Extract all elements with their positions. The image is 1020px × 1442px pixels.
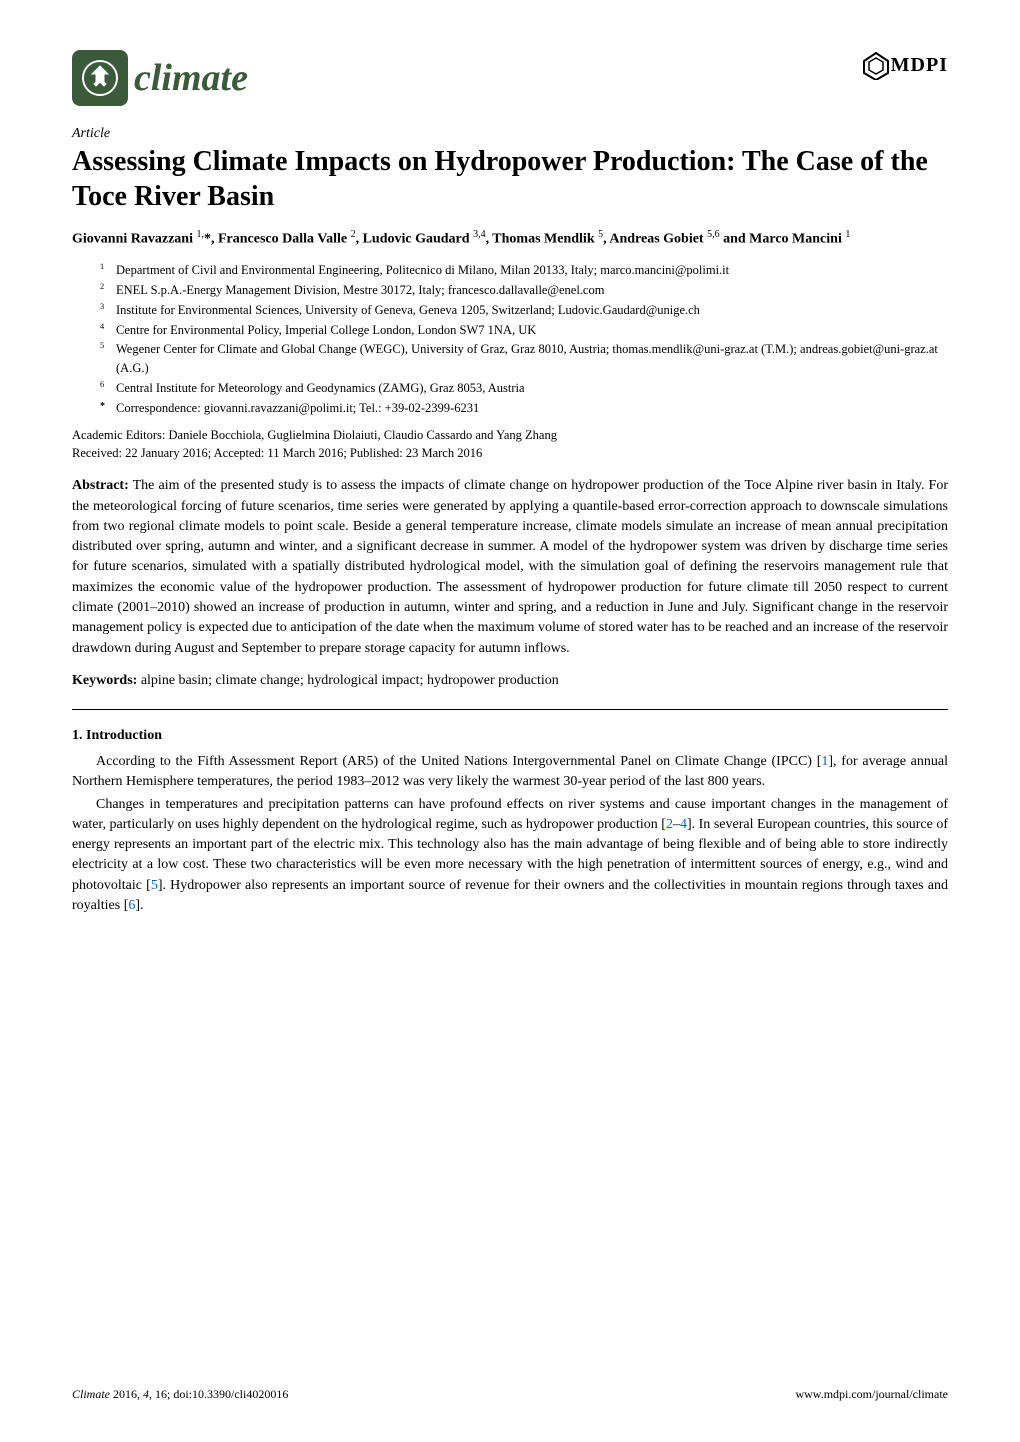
abstract-label: Abstract: [72, 478, 129, 493]
journal-logo: climate [72, 50, 248, 106]
section-heading: 1. Introduction [72, 728, 948, 744]
academic-editors: Academic Editors: Daniele Bocchiola, Gug… [72, 427, 948, 445]
affiliation: 3 Institute for Environmental Sciences, … [100, 301, 948, 320]
page: climate MDPI Article Assessing Climate I… [0, 0, 1020, 1442]
correspondence: * Correspondence: giovanni.ravazzani@pol… [100, 399, 948, 418]
publisher-logo: MDPI [861, 50, 948, 80]
citation-link[interactable]: 2 [666, 817, 673, 832]
affiliations: 1 Department of Civil and Environmental … [100, 261, 948, 417]
journal-icon [72, 50, 128, 106]
keywords-text: alpine basin; climate change; hydrologic… [141, 673, 559, 688]
affiliation: 5 Wegener Center for Climate and Global … [100, 340, 948, 378]
footer: Climate 2016, 4, 16; doi:10.3390/cli4020… [72, 1387, 948, 1402]
publication-dates: Received: 22 January 2016; Accepted: 11 … [72, 445, 948, 463]
affiliation: 4 Centre for Environmental Policy, Imper… [100, 321, 948, 340]
authors: Giovanni Ravazzani 1,*, Francesco Dalla … [72, 228, 948, 249]
divider [72, 709, 948, 710]
header: climate MDPI [72, 50, 948, 106]
journal-name: climate [134, 56, 248, 100]
body-paragraph: Changes in temperatures and precipitatio… [72, 795, 948, 917]
affiliation: 2 ENEL S.p.A.-Energy Management Division… [100, 281, 948, 300]
citation-link[interactable]: 5 [151, 878, 158, 893]
abstract: Abstract: The aim of the presented study… [72, 476, 948, 659]
body-paragraph: According to the Fifth Assessment Report… [72, 752, 948, 793]
keywords: Keywords: alpine basin; climate change; … [72, 673, 948, 689]
publisher-name: MDPI [891, 54, 948, 77]
citation-link[interactable]: 4 [680, 817, 687, 832]
publisher-icon [861, 50, 891, 80]
affiliation: 6 Central Institute for Meteorology and … [100, 379, 948, 398]
abstract-text: The aim of the presented study is to ass… [72, 478, 948, 655]
footer-url: www.mdpi.com/journal/climate [795, 1387, 948, 1402]
footer-citation: Climate 2016, 4, 16; doi:10.3390/cli4020… [72, 1387, 288, 1402]
article-title: Assessing Climate Impacts on Hydropower … [72, 144, 948, 214]
affiliation: 1 Department of Civil and Environmental … [100, 261, 948, 280]
article-type: Article [72, 126, 948, 142]
keywords-label: Keywords: [72, 673, 137, 688]
